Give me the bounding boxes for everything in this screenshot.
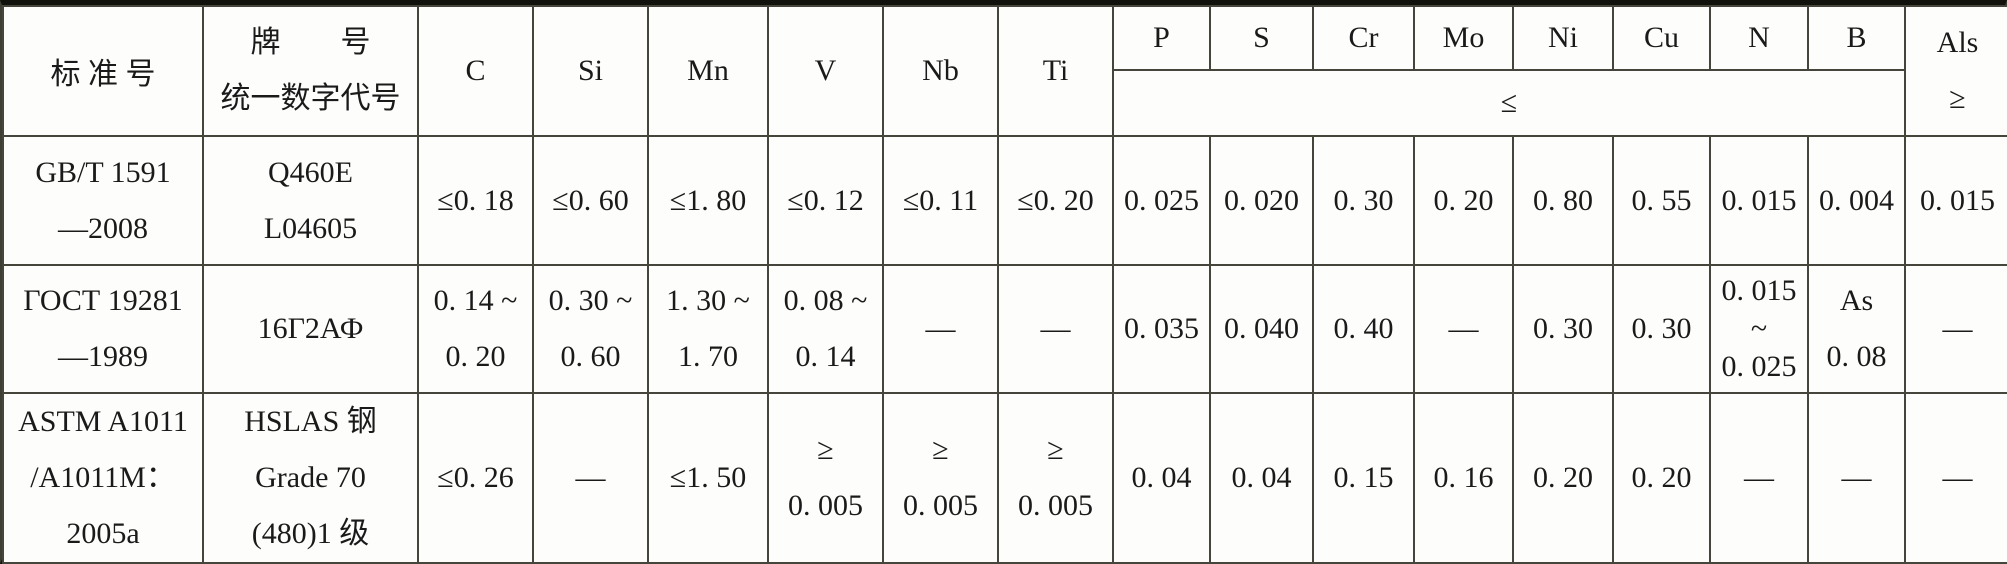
- cell-value: —: [1807, 392, 1906, 564]
- cell-value: 1. 30 ~1. 70: [647, 264, 769, 394]
- header-element-v: V: [767, 5, 884, 137]
- cell-standard: ГОСТ 19281 —1989: [2, 264, 204, 394]
- cell-value: —: [1904, 392, 2007, 564]
- cell-value: As 0. 08: [1807, 264, 1906, 394]
- cell-value: —: [1413, 264, 1514, 394]
- cell-value: 0. 20: [1612, 392, 1711, 564]
- header-grade-col: 牌 号统一数字代号: [202, 5, 419, 137]
- cell-value: 0. 80: [1512, 135, 1614, 266]
- cell-value: 0. 55: [1612, 135, 1711, 266]
- cell-value: 0. 04: [1112, 392, 1211, 564]
- cell-value: 0. 20: [1413, 135, 1514, 266]
- cell-value: ≤0. 20: [997, 135, 1114, 266]
- cell-value: 0. 025: [1112, 135, 1211, 266]
- cell-grade: 16Г2АФ: [202, 264, 419, 394]
- cell-value: ≤0. 11: [882, 135, 999, 266]
- cell-value: 0. 035: [1112, 264, 1211, 394]
- cell-value: —: [997, 264, 1114, 394]
- header-als-col: Als ≥: [1904, 5, 2007, 137]
- cell-value: 0. 015: [1709, 135, 1809, 266]
- cell-value: 0. 40: [1312, 264, 1415, 394]
- cell-value: 0. 30: [1612, 264, 1711, 394]
- header-element-s: S: [1209, 5, 1314, 71]
- header-element-ti: Ti: [997, 5, 1114, 137]
- cell-value: 0. 04: [1209, 392, 1314, 564]
- cell-value: ≤0. 12: [767, 135, 884, 266]
- cell-value: ≥0. 005: [997, 392, 1114, 564]
- cell-value: ≤1. 80: [647, 135, 769, 266]
- header-element-mn: Mn: [647, 5, 769, 137]
- cell-standard: GB/T 1591 —2008: [2, 135, 204, 266]
- table-row: GB/T 1591 —2008 Q460E L04605 ≤0. 18 ≤0. 60…: [2, 135, 2007, 266]
- header-max-limit-cell: ≤: [1112, 69, 1906, 137]
- table-row: ГОСТ 19281 —1989 16Г2АФ 0. 14 ~0. 20 0. 3…: [2, 264, 2007, 394]
- cell-value: 0. 040: [1209, 264, 1314, 394]
- header-element-cr: Cr: [1312, 5, 1415, 71]
- header-standard-col: 标 准 号: [2, 5, 204, 137]
- header-element-ni: Ni: [1512, 5, 1614, 71]
- cell-value: 0. 015 ~0. 025: [1709, 264, 1809, 394]
- cell-standard: ASTM A1011/A1011M： 2005a: [2, 392, 204, 564]
- cell-grade: Q460E L04605: [202, 135, 419, 266]
- cell-value: 0. 30: [1512, 264, 1614, 394]
- cell-value: 0. 16: [1413, 392, 1514, 564]
- cell-value: —: [1904, 264, 2007, 394]
- cell-value: ≤0. 60: [532, 135, 649, 266]
- cell-value: 0. 015: [1904, 135, 2007, 266]
- header-element-cu: Cu: [1612, 5, 1711, 71]
- header-element-si: Si: [532, 5, 649, 137]
- cell-value: ≥0. 005: [882, 392, 999, 564]
- cell-value: ≤0. 18: [417, 135, 534, 266]
- cell-value: —: [532, 392, 649, 564]
- cell-value: 0. 30 ~0. 60: [532, 264, 649, 394]
- header-element-mo: Mo: [1413, 5, 1514, 71]
- cell-value: 0. 14 ~0. 20: [417, 264, 534, 394]
- cell-value: —: [882, 264, 999, 394]
- cell-value: ≤1. 50: [647, 392, 769, 564]
- composition-table: 标 准 号 牌 号统一数字代号 C Si Mn V Nb Ti P S Cr M…: [2, 5, 2007, 564]
- cell-value: 0. 30: [1312, 135, 1415, 266]
- cell-value: 0. 20: [1512, 392, 1614, 564]
- cell-value: ≤0. 26: [417, 392, 534, 564]
- cell-value: 0. 08 ~0. 14: [767, 264, 884, 394]
- cell-value: —: [1709, 392, 1809, 564]
- header-element-n: N: [1709, 5, 1809, 71]
- cell-grade: HSLAS 钢 Grade 70 (480)1 级: [202, 392, 419, 564]
- header-element-b: B: [1807, 5, 1906, 71]
- cell-value: ≥0. 005: [767, 392, 884, 564]
- header-element-p: P: [1112, 5, 1211, 71]
- cell-value: 0. 004: [1807, 135, 1906, 266]
- header-element-nb: Nb: [882, 5, 999, 137]
- header-element-c: C: [417, 5, 534, 137]
- cell-value: 0. 020: [1209, 135, 1314, 266]
- cell-value: 0. 15: [1312, 392, 1415, 564]
- table-row: ASTM A1011/A1011M： 2005a HSLAS 钢 Grade 70(…: [2, 392, 2007, 564]
